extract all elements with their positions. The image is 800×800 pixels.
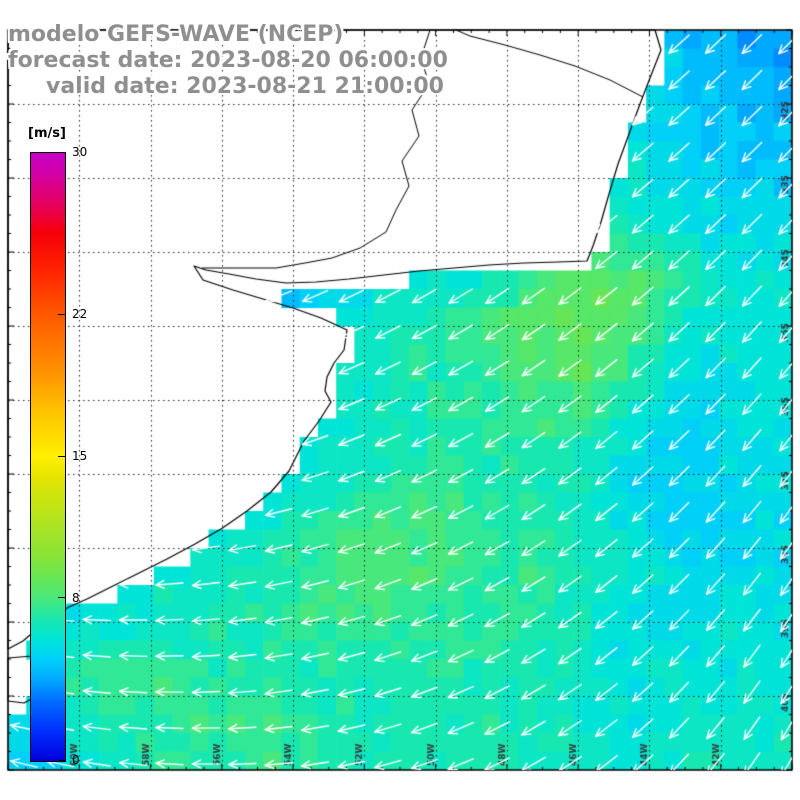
colorbar-tick-label: 15 bbox=[72, 449, 88, 463]
colorbar: [m/s] 30 22 15 8 0 bbox=[28, 126, 108, 776]
colorbar-gradient bbox=[30, 152, 66, 762]
colorbar-tick-mark bbox=[58, 313, 65, 315]
forecast-date-label: forecast date: 2023-08-20 06:00:00 bbox=[8, 48, 448, 73]
colorbar-unit-label: [m/s] bbox=[28, 126, 66, 141]
colorbar-tick-label: 30 bbox=[72, 145, 88, 159]
colorbar-tick-mark bbox=[58, 597, 65, 599]
title-block: modelo GEFS-WAVE (NCEP) forecast date: 2… bbox=[8, 22, 448, 100]
colorbar-tick-label: 22 bbox=[72, 307, 88, 322]
colorbar-tick-mark bbox=[58, 151, 65, 153]
model-title: modelo GEFS-WAVE (NCEP) bbox=[8, 22, 344, 47]
colorbar-tick-mark bbox=[58, 759, 65, 761]
valid-date-label: valid date: 2023-08-21 21:00:00 bbox=[46, 74, 444, 99]
colorbar-tick-mark bbox=[58, 455, 65, 457]
colorbar-tick-label: 0 bbox=[72, 753, 80, 767]
colorbar-tick-label: 8 bbox=[72, 590, 80, 605]
